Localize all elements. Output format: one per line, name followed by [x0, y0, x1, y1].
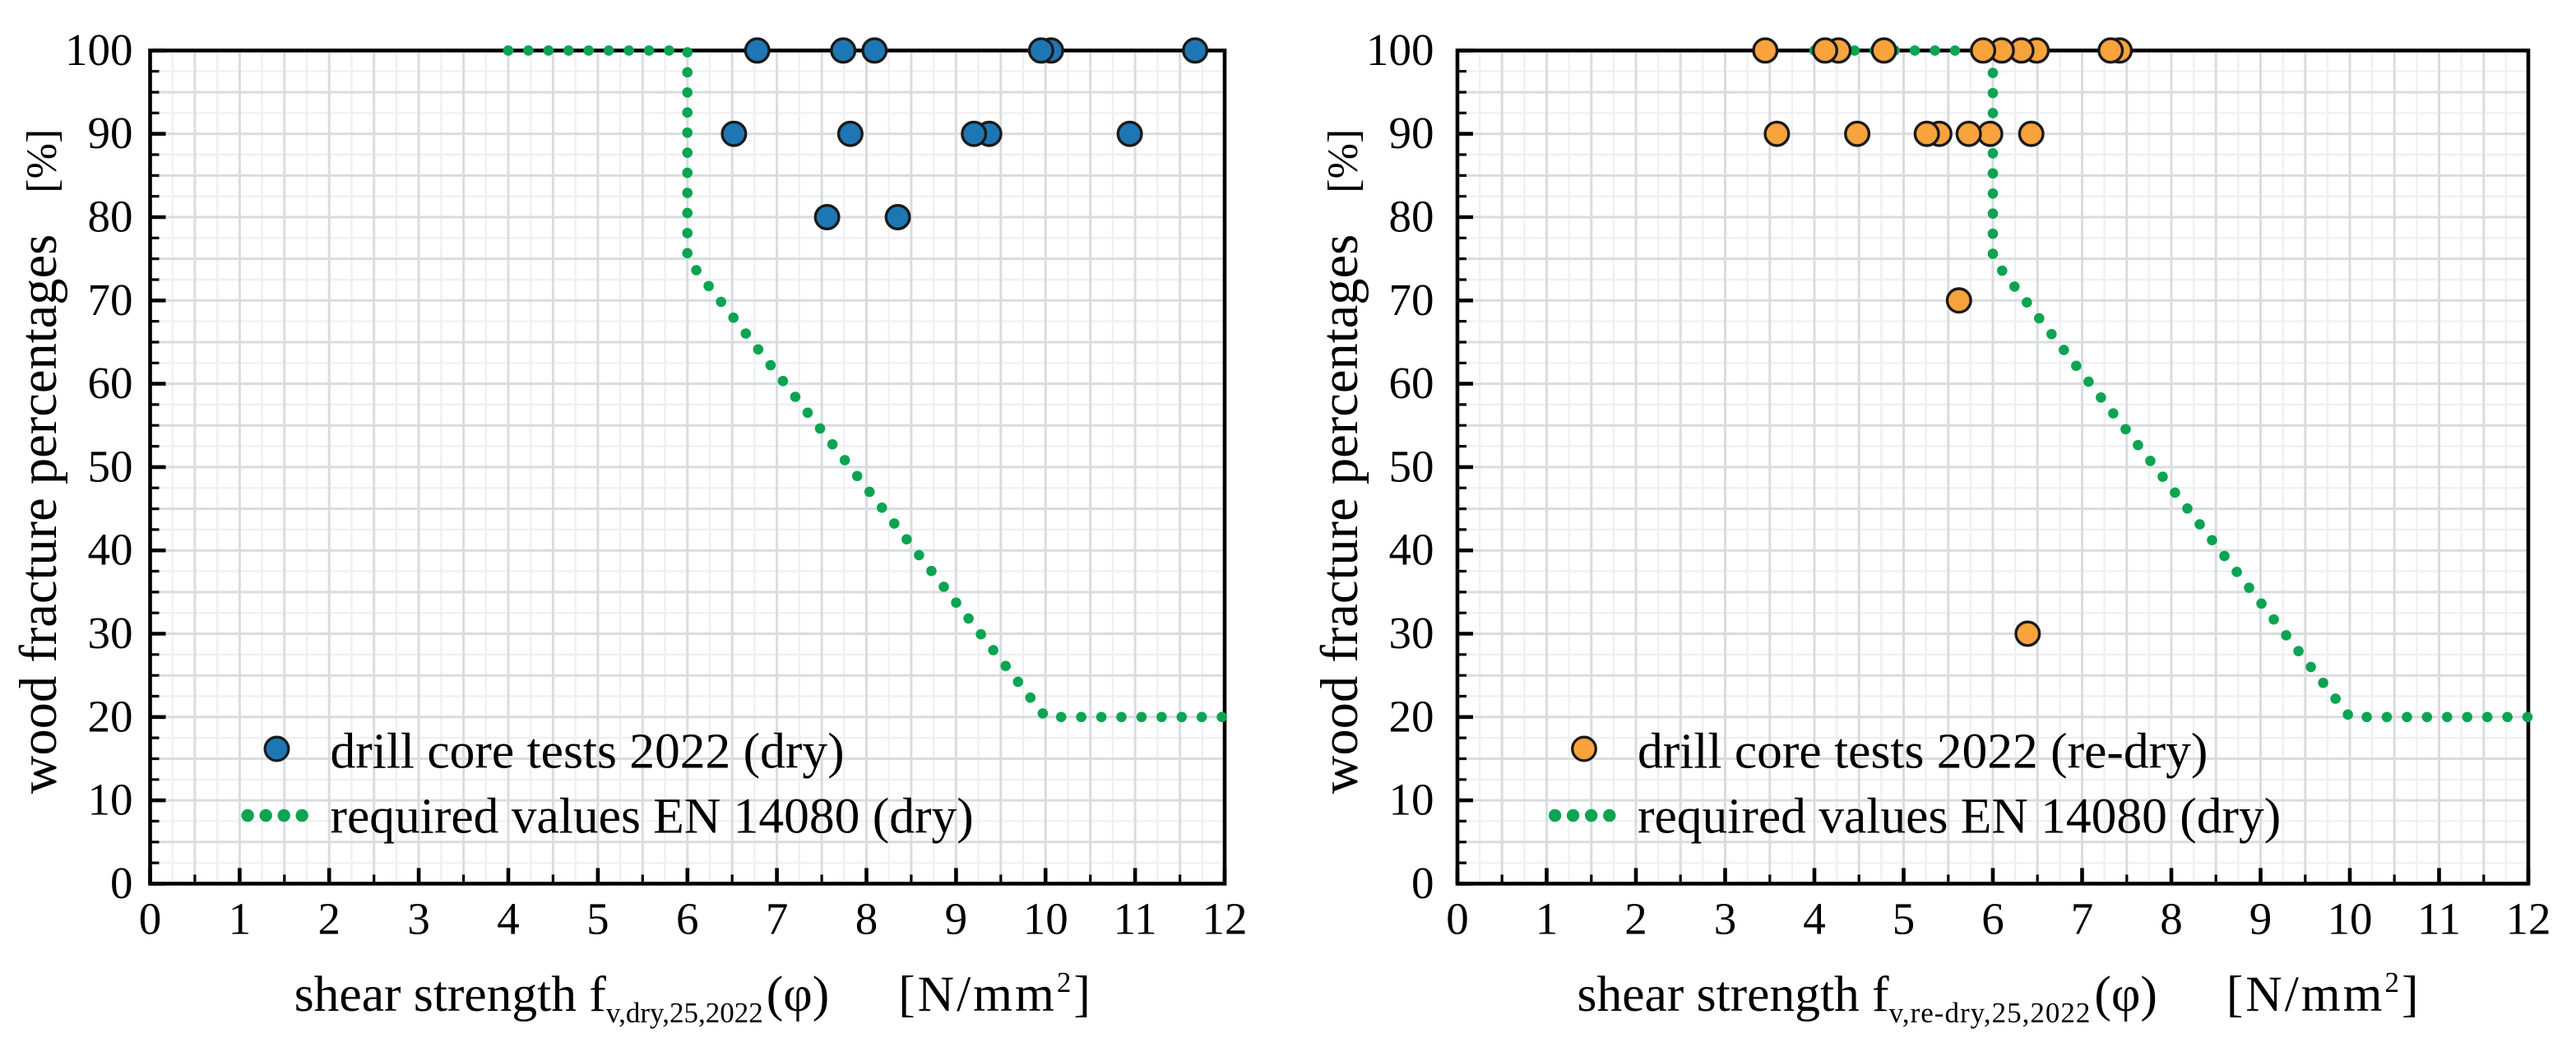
svg-text:70: 70 — [88, 275, 133, 325]
svg-text:30: 30 — [88, 608, 133, 658]
svg-text:2: 2 — [1624, 894, 1647, 944]
svg-text:5: 5 — [1893, 894, 1916, 944]
svg-text:1: 1 — [229, 894, 252, 944]
svg-text:4: 4 — [497, 894, 520, 944]
svg-text:0: 0 — [1411, 858, 1434, 908]
svg-text:0: 0 — [110, 858, 133, 908]
svg-text:1: 1 — [1536, 894, 1559, 944]
svg-text:5: 5 — [586, 894, 609, 944]
svg-text:4: 4 — [1803, 894, 1826, 944]
svg-text:8: 8 — [855, 894, 878, 944]
svg-text:wood fracture percentages[%]: wood fracture percentages[%] — [9, 129, 67, 794]
svg-text:0: 0 — [1446, 894, 1469, 944]
svg-text:6: 6 — [1981, 894, 2004, 944]
svg-text:80: 80 — [1389, 192, 1434, 242]
svg-text:11: 11 — [2417, 894, 2461, 944]
svg-text:90: 90 — [1389, 108, 1434, 158]
svg-text:shear strength fv,re-dry,25,20: shear strength fv,re-dry,25,2022(φ) [N/mm… — [1578, 966, 2419, 1029]
svg-text:drill core tests 2022 (dry): drill core tests 2022 (dry) — [331, 724, 845, 780]
svg-text:40: 40 — [1389, 525, 1434, 575]
svg-text:60: 60 — [1389, 358, 1434, 408]
svg-text:60: 60 — [88, 358, 133, 408]
svg-text:wood fracture percentages[%]: wood fracture percentages[%] — [1310, 129, 1369, 794]
svg-text:0: 0 — [139, 894, 162, 944]
svg-text:9: 9 — [2249, 894, 2273, 944]
svg-text:8: 8 — [2160, 894, 2183, 944]
svg-text:80: 80 — [88, 192, 133, 242]
svg-text:required values EN 14080 (dry): required values EN 14080 (dry) — [331, 789, 974, 845]
svg-text:70: 70 — [1389, 275, 1434, 325]
svg-text:6: 6 — [676, 894, 699, 944]
svg-text:11: 11 — [1114, 894, 1157, 944]
svg-text:9: 9 — [945, 894, 968, 944]
svg-text:100: 100 — [1366, 25, 1434, 75]
svg-text:2: 2 — [317, 894, 341, 944]
svg-text:10: 10 — [2328, 894, 2373, 944]
svg-text:10: 10 — [1389, 775, 1434, 825]
svg-text:required values EN 14080 (dry): required values EN 14080 (dry) — [1638, 789, 2281, 845]
svg-text:drill core tests 2022 (re-dry): drill core tests 2022 (re-dry) — [1638, 724, 2208, 780]
svg-text:12: 12 — [2506, 894, 2551, 944]
svg-text:10: 10 — [88, 775, 133, 825]
svg-text:40: 40 — [88, 525, 133, 575]
svg-text:50: 50 — [88, 441, 133, 491]
svg-text:20: 20 — [1389, 691, 1434, 741]
svg-text:30: 30 — [1389, 608, 1434, 658]
svg-text:10: 10 — [1023, 894, 1068, 944]
svg-text:7: 7 — [2071, 894, 2094, 944]
svg-text:100: 100 — [65, 25, 133, 75]
svg-text:3: 3 — [1714, 894, 1737, 944]
svg-text:20: 20 — [88, 691, 133, 741]
svg-text:12: 12 — [1202, 894, 1248, 944]
svg-text:90: 90 — [88, 108, 133, 158]
svg-text:50: 50 — [1389, 441, 1434, 491]
svg-text:3: 3 — [407, 894, 430, 944]
svg-text:7: 7 — [766, 894, 789, 944]
